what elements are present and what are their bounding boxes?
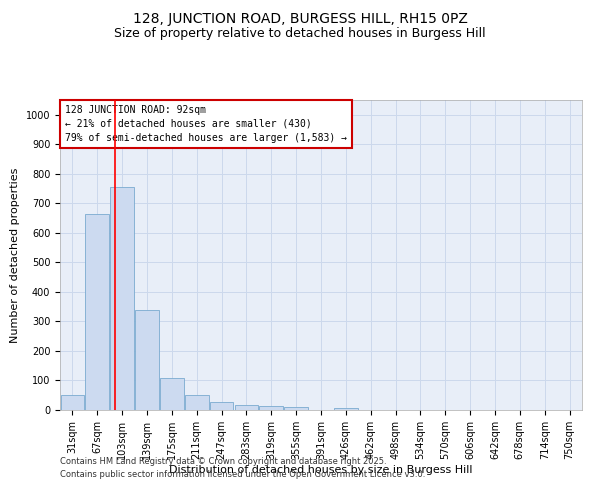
Text: Size of property relative to detached houses in Burgess Hill: Size of property relative to detached ho…: [114, 28, 486, 40]
Bar: [210, 402, 233, 410]
Text: 128, JUNCTION ROAD, BURGESS HILL, RH15 0PZ: 128, JUNCTION ROAD, BURGESS HILL, RH15 0…: [133, 12, 467, 26]
Y-axis label: Number of detached properties: Number of detached properties: [10, 168, 20, 342]
Bar: [284, 407, 308, 410]
Bar: [259, 406, 283, 410]
Bar: [61, 395, 84, 410]
X-axis label: Distribution of detached houses by size in Burgess Hill: Distribution of detached houses by size …: [169, 464, 473, 474]
Bar: [135, 310, 159, 410]
Bar: [85, 214, 109, 410]
Bar: [334, 408, 358, 410]
Bar: [235, 404, 258, 410]
Text: Contains HM Land Registry data © Crown copyright and database right 2025.: Contains HM Land Registry data © Crown c…: [60, 458, 386, 466]
Bar: [185, 394, 209, 410]
Bar: [110, 187, 134, 410]
Text: Contains public sector information licensed under the Open Government Licence v3: Contains public sector information licen…: [60, 470, 425, 479]
Text: 128 JUNCTION ROAD: 92sqm
← 21% of detached houses are smaller (430)
79% of semi-: 128 JUNCTION ROAD: 92sqm ← 21% of detach…: [65, 104, 347, 142]
Bar: [160, 378, 184, 410]
